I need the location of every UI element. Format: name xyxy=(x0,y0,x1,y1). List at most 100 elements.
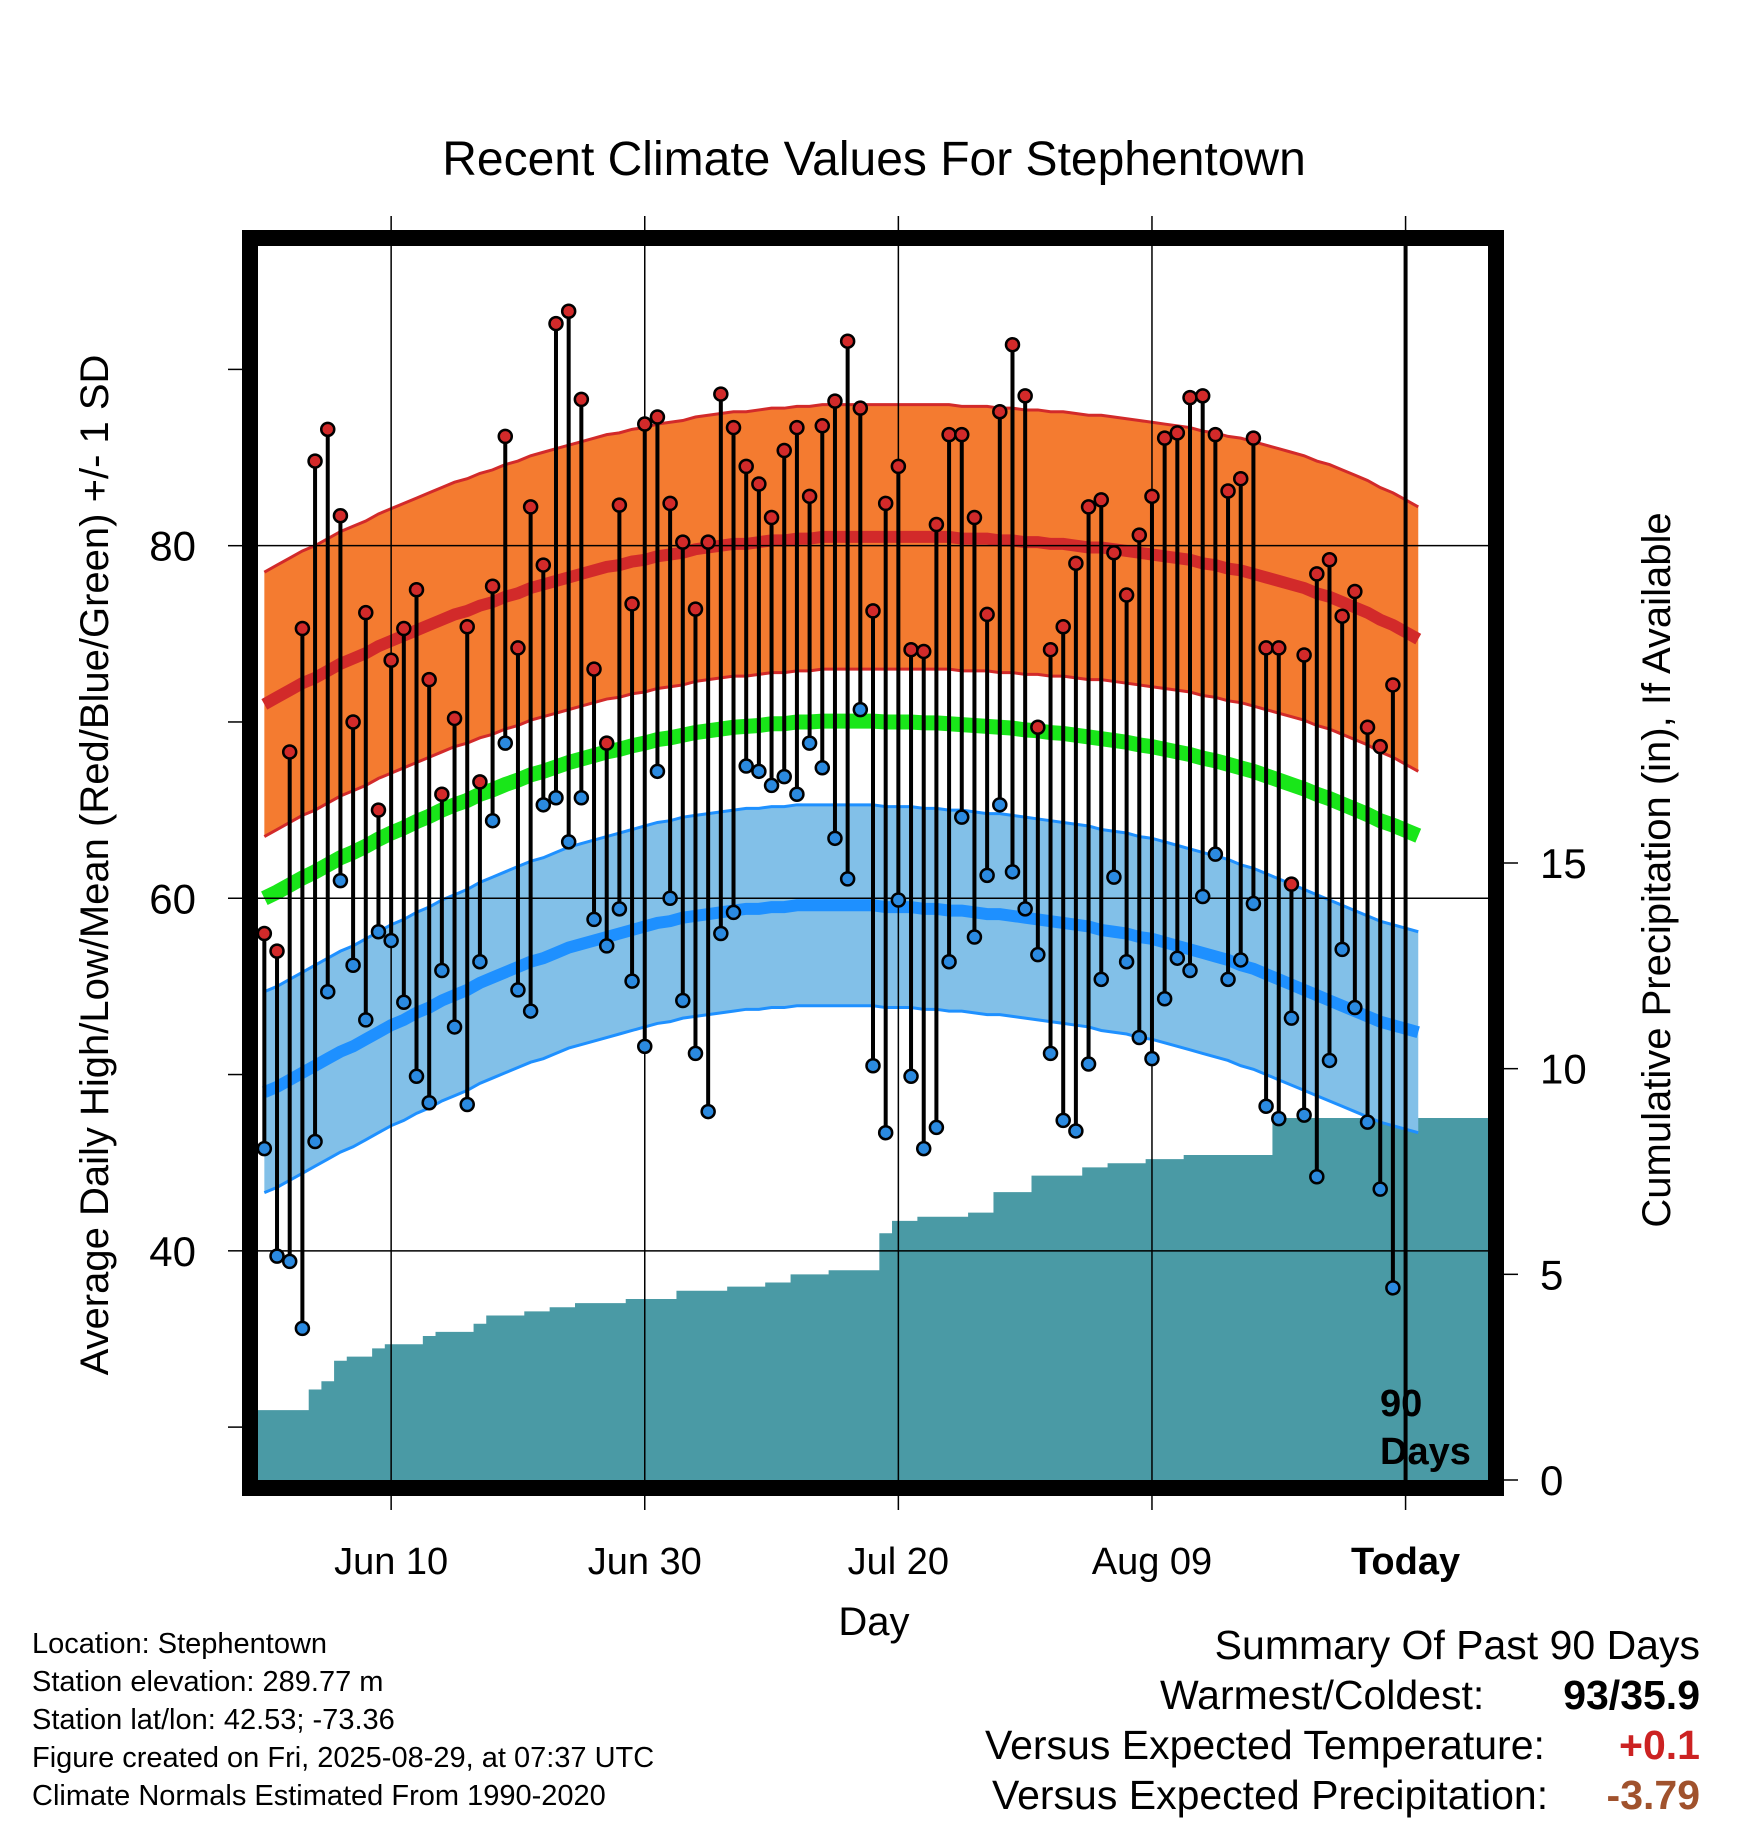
daily-high-point xyxy=(459,619,475,635)
daily-low-point xyxy=(258,1140,273,1157)
station-info: Location: Stephentown Station elevation:… xyxy=(32,1625,654,1815)
daily-high-point xyxy=(751,476,767,492)
daily-low-point xyxy=(1030,946,1046,963)
daily-high-point xyxy=(1169,425,1186,441)
daily-low-point xyxy=(966,929,983,945)
daily-low-point xyxy=(281,1253,298,1270)
daily-high-point xyxy=(332,507,349,524)
daily-high-point xyxy=(510,640,526,656)
precip-area xyxy=(258,1118,1488,1480)
daily-high-point xyxy=(941,426,957,443)
chart-title: Recent Climate Values For Stephentown xyxy=(442,133,1306,186)
daily-high-point xyxy=(1068,555,1084,572)
plot-frame xyxy=(242,230,1504,1496)
daily-low-point xyxy=(1207,846,1224,862)
daily-low-point xyxy=(307,1133,323,1150)
daily-low-point xyxy=(1359,1114,1376,1130)
daily-low-point xyxy=(1042,1045,1059,1062)
daily-high-point xyxy=(738,458,754,475)
daily-high-point xyxy=(1309,566,1325,582)
daily-high-point xyxy=(421,671,437,688)
daily-high-point xyxy=(839,333,856,349)
daily-high-point xyxy=(1093,492,1109,508)
daily-low-point xyxy=(1347,999,1363,1016)
daily-low-point xyxy=(1182,962,1198,979)
daily-low-point xyxy=(649,763,666,780)
daily-high-point xyxy=(814,418,831,434)
daily-low-point xyxy=(345,957,361,973)
daily-high-point xyxy=(446,710,463,727)
daily-low-point xyxy=(763,777,780,794)
daily-high-point xyxy=(954,426,970,443)
daily-high-point xyxy=(1283,876,1300,892)
daily-high-point xyxy=(1144,488,1160,505)
daily-high-point xyxy=(573,391,590,408)
daily-high-point xyxy=(865,603,881,619)
daily-low-point xyxy=(421,1094,437,1111)
daily-high-point xyxy=(649,409,666,425)
daily-low-point xyxy=(1283,1010,1300,1026)
daily-high-point xyxy=(1258,640,1274,656)
daily-low-point xyxy=(510,982,526,998)
daily-high-point xyxy=(319,421,336,438)
daily-high-point xyxy=(966,509,983,526)
y2-tick-label: 15 xyxy=(1540,840,1587,887)
daily-high-point xyxy=(776,442,792,459)
daily-low-point xyxy=(319,983,336,1000)
daily-high-point xyxy=(1106,544,1122,561)
daily-high-point xyxy=(763,509,780,526)
daily-low-point xyxy=(662,890,678,907)
daily-high-point xyxy=(687,601,704,617)
daily-high-point xyxy=(258,925,273,942)
daily-high-point xyxy=(624,596,640,612)
daily-high-point xyxy=(396,620,412,637)
temp-deviation-label: Versus Expected Temperature: xyxy=(985,1722,1545,1768)
daily-low-point xyxy=(1080,1056,1097,1072)
daily-high-point xyxy=(383,652,399,669)
daily-low-point xyxy=(484,812,501,829)
daily-low-point xyxy=(675,992,691,1009)
low-sd-band-lower-edge xyxy=(263,1004,1419,1195)
summary-title: Summary Of Past 90 Days xyxy=(1214,1622,1700,1668)
daily-low-point xyxy=(434,962,450,979)
daily-high-point xyxy=(928,516,945,533)
x-axis-label: Day xyxy=(838,1600,909,1644)
daily-high-point xyxy=(1220,483,1236,499)
daily-high-point xyxy=(725,419,742,436)
daily-low-point xyxy=(1296,1107,1312,1123)
days-annotation-number: 90 xyxy=(1380,1383,1422,1425)
daily-low-point xyxy=(1321,1052,1338,1069)
daily-high-point xyxy=(611,497,628,513)
daily-low-point xyxy=(839,871,856,887)
daily-low-point xyxy=(370,924,387,940)
daily-low-point xyxy=(738,758,754,774)
daily-low-point xyxy=(1232,952,1249,968)
daily-high-point xyxy=(358,604,374,621)
daily-low-point xyxy=(1156,990,1173,1007)
latlon-text: Station lat/lon: 42.53; -73.36 xyxy=(32,1704,395,1736)
daily-low-point xyxy=(1334,941,1350,958)
warmest-coldest-label: Warmest/Coldest: xyxy=(1160,1672,1485,1718)
daily-high-point xyxy=(662,495,678,512)
daily-low-point xyxy=(396,994,412,1011)
daily-low-point xyxy=(776,768,792,785)
daily-low-point xyxy=(713,925,729,942)
daily-high-point xyxy=(408,582,425,598)
daily-low-point xyxy=(269,1248,285,1264)
daily-low-point xyxy=(1169,950,1186,966)
daily-high-point xyxy=(852,400,869,416)
daily-high-point xyxy=(637,416,653,432)
daily-low-point xyxy=(1220,971,1236,988)
daily-low-point xyxy=(941,953,957,970)
daily-low-point xyxy=(1004,864,1021,880)
x-tick-label: Jul 20 xyxy=(848,1541,949,1583)
daily-high-point xyxy=(294,620,311,637)
daily-high-point xyxy=(1245,430,1262,446)
daily-high-point xyxy=(269,943,285,959)
daily-low-point xyxy=(1372,1181,1388,1197)
daily-low-point xyxy=(535,797,552,813)
daily-low-point xyxy=(865,1057,881,1074)
x-tick-label: Aug 09 xyxy=(1092,1541,1212,1583)
daily-low-point xyxy=(1093,971,1109,988)
